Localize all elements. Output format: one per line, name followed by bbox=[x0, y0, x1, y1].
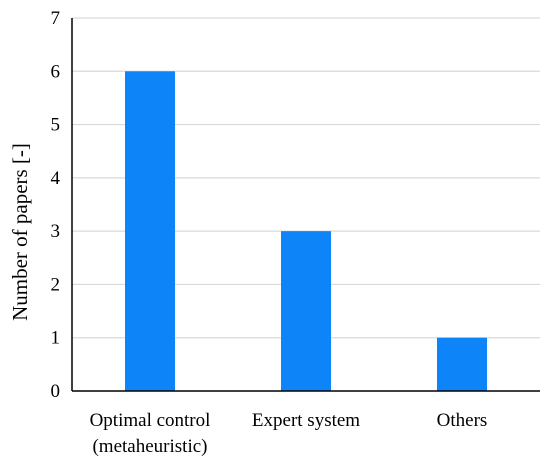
y-tick-label-5: 5 bbox=[51, 115, 61, 136]
x-category-label-1-0: Expert system bbox=[252, 410, 360, 431]
y-tick-label-7: 7 bbox=[51, 8, 61, 29]
y-tick-label-6: 6 bbox=[51, 61, 61, 82]
y-tick-label-3: 3 bbox=[51, 221, 61, 242]
x-category-label-0-0: Optimal control bbox=[90, 410, 211, 431]
y-tick-label-2: 2 bbox=[51, 274, 61, 295]
bars bbox=[125, 71, 487, 392]
y-axis-title: Number of papers [-] bbox=[8, 143, 32, 321]
y-tick-labels: 0 1 2 3 4 5 6 7 bbox=[51, 8, 61, 402]
bar-1 bbox=[281, 231, 331, 391]
x-category-label-0-1: (metaheuristic) bbox=[92, 436, 207, 457]
bar-0 bbox=[125, 71, 175, 392]
bar-2 bbox=[437, 337, 487, 391]
y-tick-label-0: 0 bbox=[51, 381, 61, 402]
y-tick-label-4: 4 bbox=[51, 168, 61, 189]
y-tick-label-1: 1 bbox=[51, 328, 61, 349]
x-category-label-2-0: Others bbox=[437, 410, 488, 431]
x-category-labels: Optimal control (metaheuristic) Expert sys… bbox=[90, 410, 488, 457]
